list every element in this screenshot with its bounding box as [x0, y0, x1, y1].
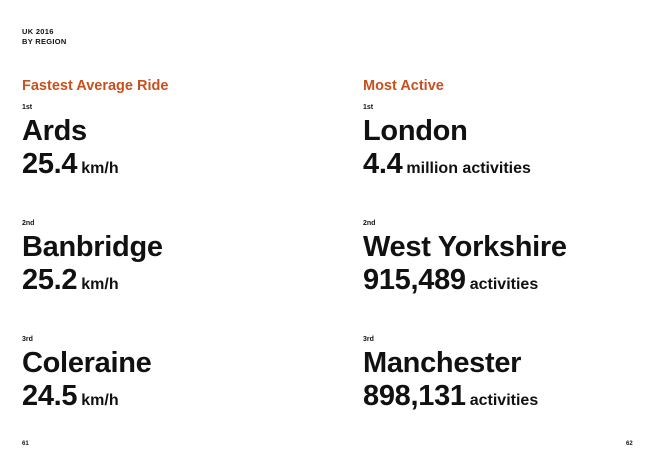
fastest-ride-column: Fastest Average Ride 1st Ards 25.4 km/h 2… — [22, 78, 168, 446]
region-name: West Yorkshire — [363, 231, 567, 263]
region-name: Manchester — [363, 347, 522, 379]
stat-value: 915,489 activities — [363, 263, 567, 302]
stat-value: 898,131 activities — [363, 379, 567, 418]
value-number: 25.4 — [22, 148, 78, 180]
region-name: Ards — [22, 115, 87, 147]
rank-label: 2nd — [363, 220, 376, 227]
value-number: 25.2 — [22, 264, 78, 296]
value-unit: km/h — [81, 276, 119, 293]
rank-label: 2nd — [22, 220, 35, 227]
ranking-entry: 1st London 4.4 million activities — [363, 104, 567, 214]
region-name: London — [363, 115, 468, 147]
header-line-2: BY REGION — [22, 37, 67, 46]
region-name: Banbridge — [22, 231, 163, 263]
stat-value: 25.2 km/h — [22, 263, 168, 302]
value-unit: activities — [469, 392, 539, 409]
page-number-left: 61 — [22, 441, 29, 447]
value-number: 915,489 — [363, 264, 466, 296]
value-number: 24.5 — [22, 380, 78, 412]
stat-value: 4.4 million activities — [363, 147, 567, 186]
value-number: 4.4 — [363, 148, 403, 180]
ranking-entry: 2nd Banbridge 25.2 km/h — [22, 220, 168, 330]
stat-value: 24.5 km/h — [22, 379, 168, 418]
ranking-entry: 1st Ards 25.4 km/h — [22, 104, 168, 214]
section-header: UK 2016 BY REGION — [22, 27, 67, 47]
rank-label: 3rd — [363, 336, 374, 343]
rank-label: 3rd — [22, 336, 33, 343]
ranking-entry: 3rd Coleraine 24.5 km/h — [22, 336, 168, 446]
ranking-entry: 2nd West Yorkshire 915,489 activities — [363, 220, 567, 330]
column-title: Fastest Average Ride — [22, 78, 169, 94]
value-unit: km/h — [81, 392, 119, 409]
value-number: 898,131 — [363, 380, 466, 412]
page-number-right: 62 — [626, 441, 633, 447]
stat-value: 25.4 km/h — [22, 147, 168, 186]
most-active-column: Most Active 1st London 4.4 million activi… — [363, 78, 567, 446]
rank-label: 1st — [363, 104, 374, 111]
value-unit: million activities — [406, 160, 531, 177]
value-unit: activities — [469, 276, 539, 293]
ranking-entry: 3rd Manchester 898,131 activities — [363, 336, 567, 446]
header-line-1: UK 2016 — [22, 27, 54, 36]
rank-label: 1st — [22, 104, 33, 111]
value-unit: km/h — [81, 160, 119, 177]
region-name: Coleraine — [22, 347, 152, 379]
column-title: Most Active — [363, 78, 444, 94]
